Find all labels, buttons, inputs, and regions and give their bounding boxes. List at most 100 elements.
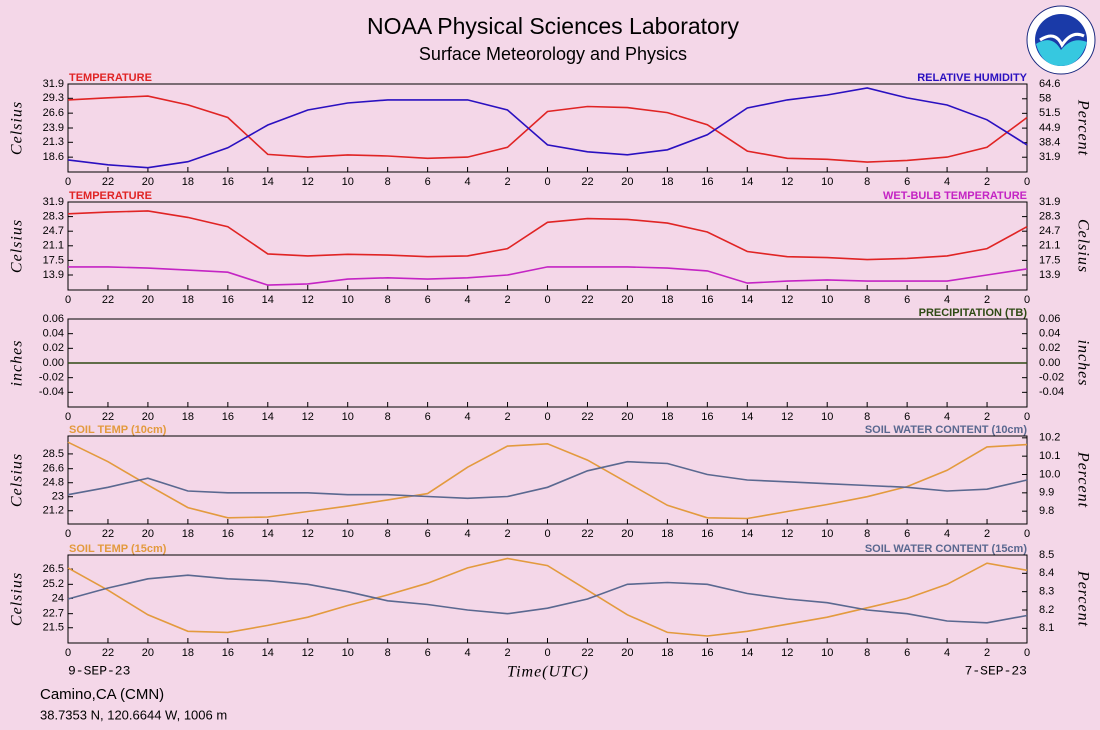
y2-tick-label: 10.2 <box>1039 432 1060 444</box>
series-label: TEMPERATURE <box>69 72 152 84</box>
y-axis-label: Celsius <box>9 572 26 626</box>
x-tick-label: 16 <box>222 647 234 659</box>
x-tick-label: 16 <box>701 294 713 306</box>
x-tick-label: 6 <box>904 411 910 423</box>
x-tick-label: 18 <box>661 294 673 306</box>
x-tick-label: 10 <box>342 411 354 423</box>
x-tick-label: 4 <box>944 647 950 659</box>
x-tick-label: 8 <box>385 294 391 306</box>
x-tick-label: 10 <box>821 411 833 423</box>
x-tick-label: 6 <box>425 411 431 423</box>
y-tick-label: 29.3 <box>43 92 64 104</box>
plot-frame <box>67 554 1028 644</box>
x-tick-label: 22 <box>102 294 114 306</box>
x-tick-label: 16 <box>701 528 713 540</box>
y2-axis-label: Percent <box>1074 451 1091 508</box>
x-tick-label: 10 <box>342 176 354 188</box>
y-axis-label: Celsius <box>9 101 26 155</box>
x-tick-label: 18 <box>661 176 673 188</box>
y-tick-label: 23.9 <box>43 122 64 134</box>
x-tick-label: 18 <box>182 528 194 540</box>
x-tick-label: 14 <box>741 647 753 659</box>
series-label: SOIL WATER CONTENT (10cm) <box>865 424 1028 436</box>
y-tick-label: 0.00 <box>43 357 64 369</box>
x-tick-label: 10 <box>821 647 833 659</box>
chart-subtitle: Surface Meteorology and Physics <box>419 44 687 64</box>
series-label: RELATIVE HUMIDITY <box>917 72 1027 84</box>
x-tick-label: 18 <box>661 528 673 540</box>
y-tick-label: 24 <box>52 592 64 604</box>
x-tick-label: 18 <box>182 176 194 188</box>
x-tick-label: 14 <box>262 411 274 423</box>
x-tick-label: 14 <box>741 294 753 306</box>
y-tick-label: 0.04 <box>43 328 64 340</box>
x-tick-label: 14 <box>741 528 753 540</box>
y2-tick-label: 51.5 <box>1039 107 1060 119</box>
y-tick-label: 28.5 <box>43 448 64 460</box>
x-tick-label: 12 <box>302 411 314 423</box>
series-line <box>68 266 1028 286</box>
chart-title: NOAA Physical Sciences Laboratory <box>367 13 740 39</box>
y-tick-label: 0.02 <box>43 342 64 354</box>
x-tick-label: 2 <box>504 647 510 659</box>
x-tick-label: 10 <box>342 647 354 659</box>
y-tick-label: 21.3 <box>43 136 64 148</box>
x-tick-label: 4 <box>465 647 471 659</box>
x-tick-label: 6 <box>904 294 910 306</box>
y2-tick-label: 9.8 <box>1039 505 1054 517</box>
x-tick-label: 2 <box>984 647 990 659</box>
x-tick-label: 0 <box>544 294 550 306</box>
x-tick-label: 16 <box>222 176 234 188</box>
x-tick-label: 12 <box>302 647 314 659</box>
x-tick-label: 16 <box>701 176 713 188</box>
y-tick-label: -0.02 <box>39 372 64 384</box>
y2-tick-label: 8.1 <box>1039 622 1054 634</box>
y-tick-label: 21.5 <box>43 622 64 634</box>
y-axis-label: inches <box>9 340 26 387</box>
y-tick-label: 21.2 <box>43 505 64 517</box>
x-tick-label: 0 <box>544 647 550 659</box>
y2-tick-label: 64.6 <box>1039 78 1060 90</box>
x-tick-label: 0 <box>65 294 71 306</box>
x-tick-label: 4 <box>465 528 471 540</box>
y2-axis-label: Percent <box>1074 570 1091 627</box>
x-tick-label: 2 <box>984 294 990 306</box>
x-tick-label: 2 <box>984 528 990 540</box>
station-location: 38.7353 N, 120.6644 W, 1006 m <box>40 707 227 722</box>
y2-tick-label: 8.4 <box>1039 567 1054 579</box>
y-tick-label: 0.06 <box>43 313 64 325</box>
series-line <box>67 574 1028 624</box>
x-tick-label: 6 <box>904 528 910 540</box>
y2-axis-label: Percent <box>1074 99 1091 156</box>
x-tick-label: 2 <box>984 176 990 188</box>
x-tick-label: 22 <box>581 647 593 659</box>
x-tick-label: 8 <box>864 411 870 423</box>
x-tick-label: 4 <box>944 176 950 188</box>
x-axis-label: Time(UTC) <box>507 664 589 681</box>
y2-tick-label: -0.02 <box>1039 372 1064 384</box>
x-tick-label: 16 <box>701 647 713 659</box>
y2-tick-label: 0.00 <box>1039 357 1060 369</box>
x-tick-label: 8 <box>864 294 870 306</box>
y2-tick-label: 9.9 <box>1039 487 1054 499</box>
y-tick-label: -0.04 <box>39 386 64 398</box>
noaa-logo <box>1026 5 1096 75</box>
y-tick-label: 13.9 <box>43 269 64 281</box>
x-tick-label: 12 <box>781 528 793 540</box>
x-tick-label: 20 <box>142 647 154 659</box>
x-tick-label: 6 <box>425 294 431 306</box>
y-tick-label: 21.1 <box>43 240 64 252</box>
y-tick-label: 25.2 <box>43 578 64 590</box>
x-tick-label: 0 <box>1024 647 1030 659</box>
x-tick-label: 8 <box>864 528 870 540</box>
y2-axis-label: Celsius <box>1074 219 1091 273</box>
x-tick-label: 8 <box>385 176 391 188</box>
x-tick-label: 18 <box>661 411 673 423</box>
x-tick-label: 18 <box>182 647 194 659</box>
x-tick-label: 8 <box>864 176 870 188</box>
y2-tick-label: 0.02 <box>1039 342 1060 354</box>
x-tick-label: 10 <box>342 528 354 540</box>
x-tick-label: 10 <box>821 528 833 540</box>
x-tick-label: 22 <box>102 647 114 659</box>
